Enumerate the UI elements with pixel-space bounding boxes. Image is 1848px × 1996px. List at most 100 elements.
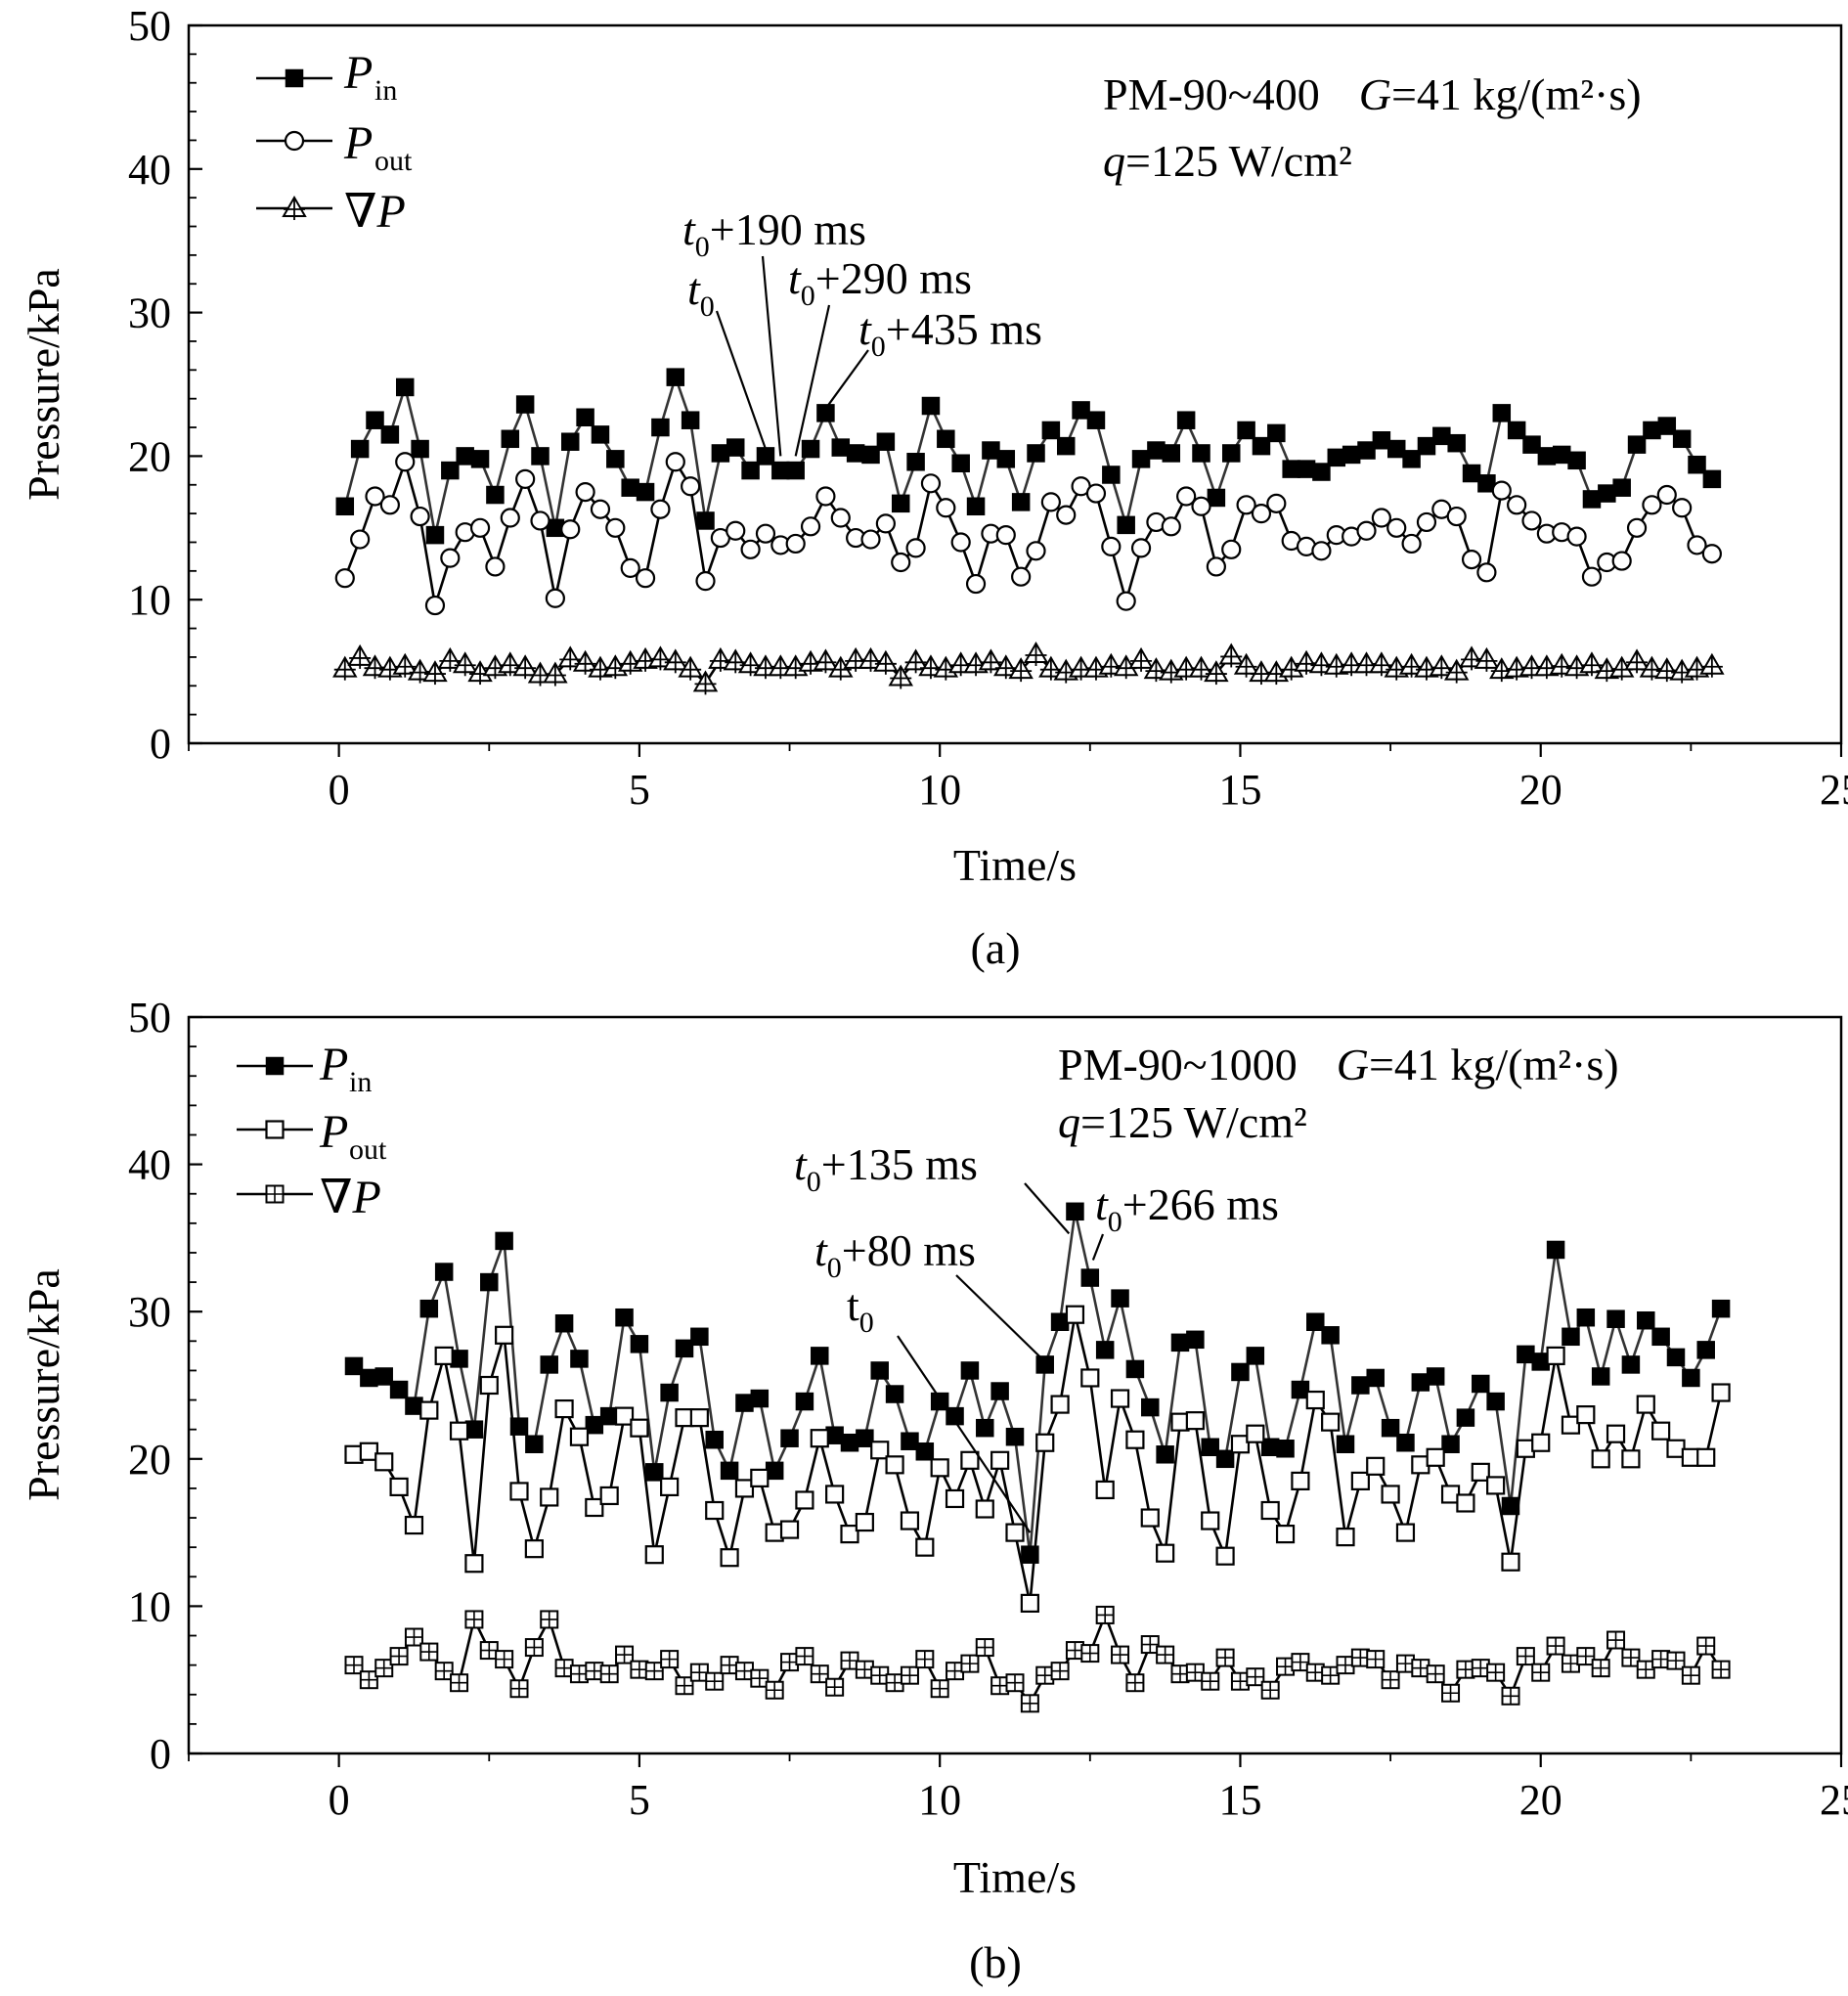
point-pout bbox=[1311, 541, 1332, 561]
point-dp bbox=[419, 1642, 439, 1662]
point-pin bbox=[1027, 444, 1045, 463]
point-pout bbox=[1161, 516, 1181, 537]
point-pout bbox=[389, 1477, 409, 1497]
point-pin bbox=[515, 395, 535, 414]
point-pout bbox=[750, 1468, 770, 1487]
point-pout bbox=[1401, 533, 1422, 554]
point-dp bbox=[1008, 657, 1034, 683]
legend-pin-label: P bbox=[343, 47, 373, 99]
point-pout bbox=[1606, 1424, 1626, 1443]
panel-label-a: (a) bbox=[970, 923, 1020, 973]
point-pout bbox=[810, 1429, 829, 1448]
point-pout bbox=[1416, 511, 1437, 533]
legend-entry-dp bbox=[256, 196, 332, 220]
point-pin bbox=[1011, 493, 1031, 511]
point-pin bbox=[885, 1385, 904, 1403]
point-pout bbox=[419, 1400, 439, 1420]
point-pout bbox=[515, 468, 536, 489]
annotation-leader-line bbox=[794, 304, 831, 457]
point-pin bbox=[1102, 466, 1121, 484]
point-pin bbox=[750, 1389, 770, 1408]
info-line1-a: PM-90~400 G=41 kg/(m²·s) bbox=[1103, 69, 1642, 119]
point-pin bbox=[982, 441, 1000, 460]
legend-marker-pout bbox=[284, 130, 305, 152]
plot-area-b bbox=[187, 1015, 1843, 1755]
annotation-label: t0 bbox=[687, 264, 715, 323]
point-pout bbox=[1656, 484, 1677, 506]
point-dp bbox=[810, 1664, 829, 1684]
point-dp bbox=[540, 1610, 559, 1629]
plot-area-a bbox=[187, 23, 1843, 745]
annotation-label: t0+435 ms bbox=[858, 304, 1042, 363]
point-pin bbox=[395, 377, 415, 397]
point-pout bbox=[1020, 1593, 1039, 1613]
point-pin bbox=[1297, 460, 1316, 478]
point-dp bbox=[689, 1663, 709, 1682]
point-pout bbox=[1446, 506, 1467, 527]
point-dp bbox=[1140, 1635, 1160, 1655]
point-pin bbox=[374, 1367, 393, 1386]
point-pout bbox=[705, 1500, 725, 1521]
point-pin bbox=[344, 1356, 364, 1376]
point-pin bbox=[1221, 444, 1241, 463]
point-pout bbox=[1576, 1405, 1596, 1425]
legend-b: P in P out ∇P bbox=[237, 1039, 387, 1223]
point-pin bbox=[525, 1435, 544, 1453]
x-tick-label: 5 bbox=[629, 1776, 650, 1824]
point-pin bbox=[1366, 1368, 1385, 1388]
point-pout bbox=[560, 519, 581, 540]
point-pout bbox=[1230, 1435, 1251, 1454]
point-pin bbox=[996, 450, 1016, 468]
point-pin bbox=[425, 525, 445, 545]
info-line2-a: q=125 W/cm² bbox=[1103, 136, 1352, 186]
point-pin bbox=[1170, 1333, 1190, 1353]
point-pin bbox=[419, 1299, 439, 1318]
point-pout bbox=[605, 517, 626, 538]
point-dp bbox=[660, 1650, 680, 1669]
point-pin bbox=[1056, 436, 1076, 456]
point-dp bbox=[599, 1664, 619, 1684]
point-dp bbox=[902, 648, 929, 674]
annotation-leader-line bbox=[761, 255, 782, 457]
point-dp bbox=[404, 1627, 423, 1647]
point-pin bbox=[1201, 1438, 1219, 1457]
y-tick-label: 10 bbox=[128, 576, 171, 624]
point-pin bbox=[1672, 429, 1692, 449]
point-pout bbox=[1251, 504, 1272, 524]
point-pin bbox=[1486, 1392, 1505, 1411]
info-line1-b: PM-90~1000 G=41 kg/(m²·s) bbox=[1058, 1040, 1619, 1089]
point-dp bbox=[1260, 1680, 1280, 1700]
point-pout bbox=[599, 1486, 619, 1506]
point-pin bbox=[1072, 401, 1090, 420]
point-dp bbox=[1561, 1654, 1580, 1673]
point-pin bbox=[966, 497, 986, 516]
legend-marker-pin bbox=[285, 68, 304, 88]
point-dp bbox=[1606, 1630, 1626, 1650]
point-pout bbox=[945, 1488, 965, 1509]
point-dp bbox=[1050, 1662, 1070, 1681]
annotation-label: t0+190 ms bbox=[682, 204, 866, 263]
y-tick-label: 40 bbox=[128, 146, 171, 194]
point-dp bbox=[1711, 1660, 1731, 1679]
point-pin bbox=[1372, 431, 1391, 450]
point-dp bbox=[1005, 1673, 1025, 1693]
y-tick-label: 50 bbox=[128, 2, 171, 50]
point-pout bbox=[350, 529, 371, 550]
annotation-label: t0+290 ms bbox=[788, 253, 972, 312]
legend-dp-label: ∇P bbox=[320, 1172, 381, 1223]
point-pin bbox=[660, 1383, 679, 1402]
point-dp bbox=[828, 655, 854, 681]
point-pin bbox=[540, 1355, 558, 1374]
point-pin bbox=[1186, 1330, 1205, 1350]
point-dp bbox=[1636, 1660, 1655, 1679]
point-pin bbox=[756, 447, 775, 466]
point-dp bbox=[663, 648, 688, 674]
point-dp bbox=[347, 643, 373, 669]
point-pin bbox=[1432, 426, 1451, 446]
point-pin bbox=[1472, 1374, 1490, 1394]
point-dp bbox=[1080, 1644, 1100, 1663]
x-axis-title-a: Time/s bbox=[953, 840, 1077, 890]
point-pout bbox=[1185, 1411, 1205, 1431]
annotation-leader-line bbox=[715, 310, 768, 450]
series-pin bbox=[335, 368, 1722, 545]
